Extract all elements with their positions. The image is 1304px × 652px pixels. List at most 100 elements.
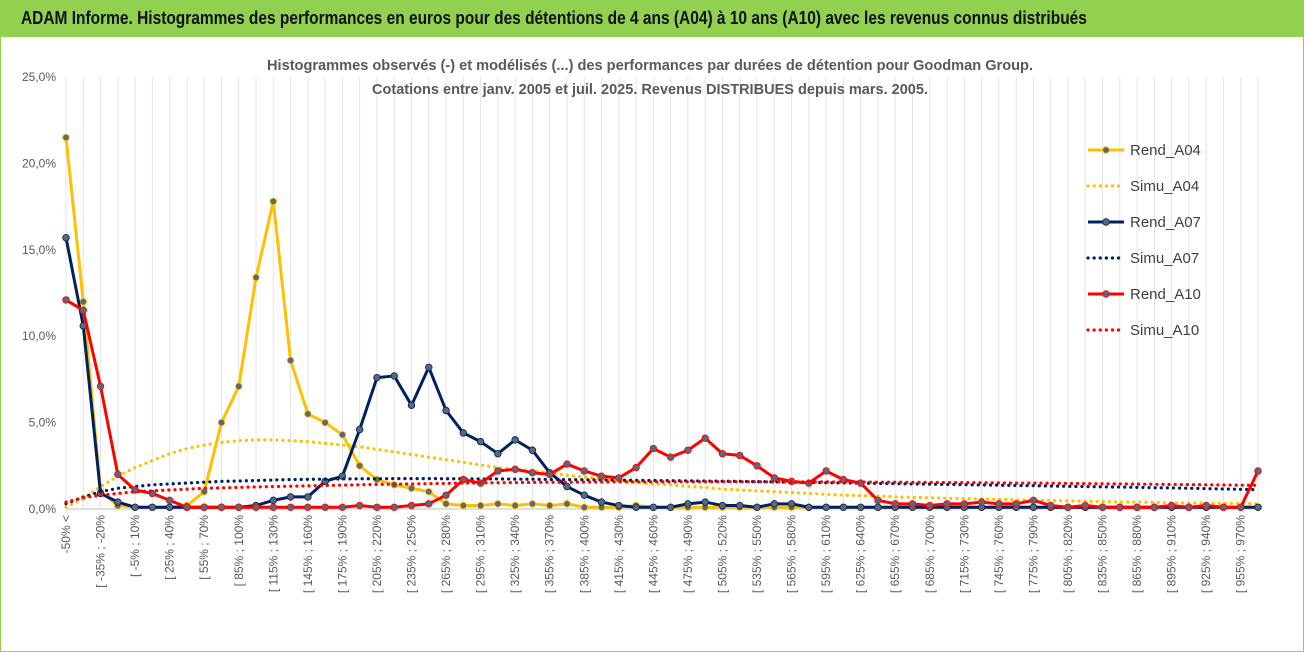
data-point bbox=[355, 501, 364, 510]
data-point bbox=[1116, 503, 1124, 511]
data-point bbox=[252, 503, 260, 511]
data-point bbox=[908, 500, 917, 508]
data-point bbox=[770, 500, 778, 508]
header-title: ADAM Informe. Histogrammes des performan… bbox=[21, 8, 1087, 28]
data-point bbox=[235, 503, 243, 511]
data-point bbox=[822, 467, 830, 475]
data-point bbox=[1064, 503, 1072, 511]
data-point bbox=[476, 437, 485, 446]
data-point bbox=[62, 296, 70, 304]
data-point bbox=[442, 491, 450, 499]
data-point bbox=[1081, 501, 1089, 510]
legend-marker bbox=[1102, 218, 1110, 226]
legend-label: Rend_A04 bbox=[1130, 142, 1201, 159]
data-point bbox=[977, 498, 986, 506]
x-tick-label: [ 355% ; 370% bbox=[543, 515, 557, 593]
data-point bbox=[355, 425, 364, 434]
series-line-rend-a10 bbox=[65, 298, 1260, 509]
data-point bbox=[407, 501, 416, 510]
x-tick-label: [ 685% ; 700% bbox=[923, 515, 937, 593]
data-point bbox=[425, 500, 433, 508]
data-point bbox=[286, 503, 295, 511]
data-point bbox=[874, 503, 882, 511]
data-point bbox=[718, 501, 727, 510]
data-point bbox=[373, 503, 381, 511]
data-point bbox=[62, 234, 70, 242]
x-tick-label: [ 385% ; 400% bbox=[577, 515, 591, 593]
data-point bbox=[390, 372, 398, 380]
data-point bbox=[1133, 503, 1141, 511]
data-point bbox=[114, 470, 122, 479]
data-point bbox=[269, 496, 278, 505]
x-tick-label: [ 145% ; 160% bbox=[301, 515, 315, 593]
y-tick-label: 20,0% bbox=[22, 156, 56, 170]
data-point bbox=[338, 430, 347, 439]
x-tick-label: [ 535% ; 550% bbox=[750, 515, 764, 593]
data-point bbox=[148, 503, 157, 511]
x-tick-label: [ 775% ; 790% bbox=[1026, 515, 1040, 593]
data-point bbox=[1185, 503, 1193, 511]
data-point bbox=[770, 474, 778, 482]
x-tick-label: [ 205% ; 220% bbox=[370, 515, 384, 593]
data-point bbox=[407, 401, 416, 410]
x-tick-label: [ 925% ; 940% bbox=[1199, 515, 1213, 593]
data-point bbox=[114, 498, 122, 506]
series-line-simu-a10 bbox=[64, 480, 1260, 504]
data-point bbox=[494, 500, 502, 508]
x-tick-label: [ 295% ; 310% bbox=[474, 515, 488, 593]
y-tick-label: 25,0% bbox=[22, 70, 56, 84]
data-point bbox=[563, 500, 571, 508]
data-point bbox=[459, 429, 468, 437]
data-point bbox=[183, 503, 191, 511]
legend-label: Simu_A04 bbox=[1130, 178, 1199, 195]
x-tick-label: [ 835% ; 850% bbox=[1096, 515, 1110, 593]
data-point bbox=[597, 498, 606, 506]
data-point bbox=[960, 500, 969, 508]
data-point bbox=[96, 382, 105, 391]
data-point bbox=[217, 418, 226, 427]
x-tick-label: [ 55% ; 70% bbox=[197, 515, 211, 580]
data-point bbox=[580, 491, 588, 499]
data-point bbox=[597, 472, 606, 480]
data-point bbox=[563, 482, 571, 491]
x-tick-label: -50% < bbox=[59, 515, 73, 553]
data-point bbox=[891, 500, 899, 508]
data-point bbox=[615, 501, 623, 510]
data-point bbox=[736, 451, 744, 460]
x-tick-label: [ 895% ; 910% bbox=[1165, 515, 1179, 593]
x-axis-ticks: -50% < [ -35% ; -20% [ -5% ; 10% [ 25% ; 40… bbox=[59, 515, 1248, 593]
x-tick-label: [ 25% ; 40% bbox=[163, 515, 177, 580]
data-point bbox=[856, 503, 865, 511]
data-point bbox=[338, 503, 347, 511]
data-point bbox=[1012, 500, 1020, 508]
data-point bbox=[546, 470, 554, 479]
data-point bbox=[1029, 496, 1038, 505]
x-tick-label: [ 325% ; 340% bbox=[508, 515, 522, 593]
vertical-gridlines bbox=[65, 77, 1259, 509]
data-point bbox=[649, 444, 658, 453]
data-point bbox=[494, 450, 502, 458]
data-point bbox=[425, 363, 433, 372]
data-point bbox=[286, 356, 295, 365]
data-point bbox=[615, 474, 623, 482]
data-point bbox=[494, 467, 502, 475]
data-point bbox=[684, 446, 692, 454]
data-point bbox=[476, 501, 485, 510]
data-point bbox=[390, 503, 398, 511]
chart-titles: Histogrammes observés (-) et modélisés (… bbox=[267, 57, 1033, 98]
data-point bbox=[235, 382, 243, 391]
data-point bbox=[131, 503, 139, 511]
data-point bbox=[546, 501, 554, 510]
data-point bbox=[269, 197, 278, 206]
data-point bbox=[200, 488, 208, 496]
x-tick-label: [ 625% ; 640% bbox=[854, 515, 868, 593]
data-point bbox=[528, 500, 537, 508]
legend: Rend_A04 Simu_A04 Rend_A07 Simu_A07 Rend_A10… bbox=[1086, 142, 1201, 339]
data-point bbox=[165, 503, 174, 511]
data-point bbox=[1029, 503, 1038, 511]
chart-title: Histogrammes observés (-) et modélisés (… bbox=[267, 57, 1033, 74]
x-tick-label: [ -5% ; 10% bbox=[128, 515, 142, 577]
data-point bbox=[701, 498, 709, 506]
